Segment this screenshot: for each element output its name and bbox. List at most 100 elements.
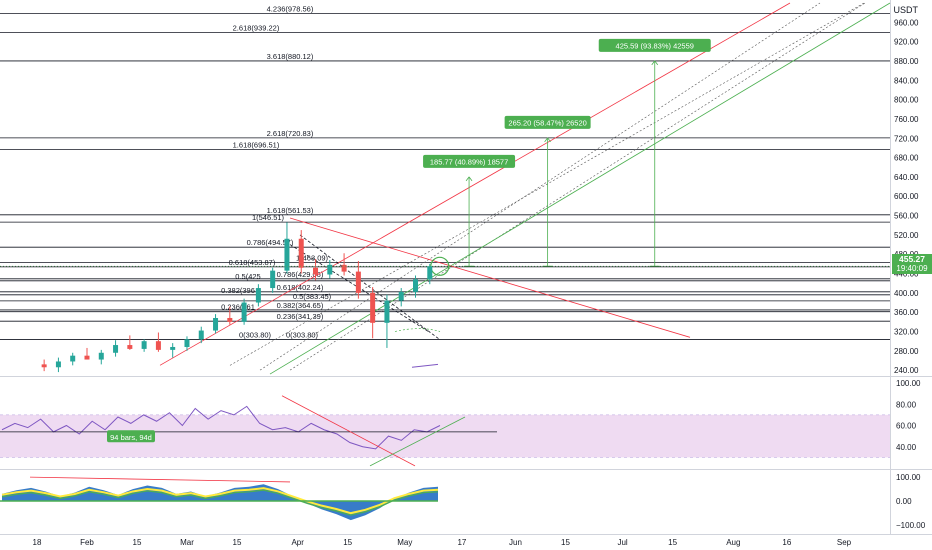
macd-tick-label: 100.00 [896, 473, 921, 482]
fib-level-label: 0(303.80) [239, 330, 272, 339]
candle-body [427, 266, 433, 280]
candle-body [55, 361, 61, 368]
time-tick-label: 15 [561, 538, 570, 547]
rsi-pane[interactable]: 94 bars, 94d [0, 395, 890, 467]
time-axis[interactable]: 18 Feb 15 Mar 15 Apr 15 May 17 Jun 15 Jul 15 Aug 16 Sep [33, 538, 852, 547]
fib-level-label: 0.382(396 [221, 286, 255, 295]
green-channel-line [269, 2, 891, 375]
projection-arrowhead [465, 176, 470, 182]
candle-body [98, 352, 104, 360]
projection-box [598, 38, 711, 52]
channel-dotted-line [259, 2, 821, 371]
fib-level-label: 0.236(361 [221, 303, 255, 312]
channel-dotted-line [289, 2, 866, 371]
macd-pane[interactable] [0, 476, 439, 521]
macd-trend-line [29, 476, 291, 483]
price-tick-label: 840.00 [894, 76, 919, 85]
price-tick-label: 720.00 [894, 134, 919, 143]
fib-level-label: 0.5(425 [235, 272, 260, 281]
rsi-annotation-box [107, 430, 155, 443]
candle-body [198, 330, 204, 340]
time-tick-label: 18 [33, 538, 42, 547]
time-tick-label: Feb [80, 538, 94, 547]
candle-body [213, 317, 219, 331]
price-axis[interactable]: USDT 240.00 280.00 320.00 360.00 400.00 440.0… [894, 5, 926, 530]
fib-level-label: 2.618(720.83) [267, 129, 314, 138]
rsi-tick-label: 60.00 [896, 422, 917, 431]
rsi-annotation-text: 94 bars, 94d [110, 433, 152, 442]
price-tick-label: 320.00 [894, 328, 919, 337]
candle-body [41, 364, 47, 368]
price-tick-label: 440.00 [894, 270, 919, 279]
candle-body [113, 345, 119, 353]
fib-level-label: 2.618(939.22) [233, 23, 280, 32]
price-tick-label: 240.00 [894, 366, 919, 375]
time-tick-label: 17 [457, 538, 466, 547]
candle-body [413, 279, 419, 292]
time-tick-label: Apr [291, 538, 304, 547]
price-tick-label: 680.00 [894, 154, 919, 163]
macd-tick-label: 0.00 [896, 497, 912, 506]
price-tick-label: 400.00 [894, 289, 919, 298]
time-tick-label: 16 [782, 538, 791, 547]
countdown-value: 19:40:09 [896, 264, 928, 273]
candle-body [327, 264, 333, 275]
red-resistance-line [289, 217, 691, 338]
projection-box-text: 425.59 (93.83%) 42559 [616, 41, 694, 50]
projection-arrowhead [654, 60, 659, 66]
price-pane[interactable]: 4.236(978.56) 2.618(939.22) 3.618(880.12) 2… [0, 0, 932, 535]
projection-arrowhead [547, 137, 551, 143]
price-tick-label: 960.00 [894, 18, 919, 27]
projection-arrowhead [651, 60, 656, 66]
price-tick-label: 800.00 [894, 96, 919, 105]
price-tick-label: 520.00 [894, 231, 919, 240]
fib-level-label: 0.5(383.45) [293, 292, 332, 301]
time-tick-label: May [397, 538, 412, 547]
candle-body [398, 291, 404, 301]
projection-box [504, 115, 591, 129]
rsi-line [1, 405, 441, 450]
fib-level-label: 3.618(880.12) [267, 52, 314, 61]
fib-level-label: 1.618(696.51) [233, 141, 280, 150]
projection-box [423, 154, 516, 168]
candle-body [298, 238, 304, 268]
fib-level-label: 1(463.09) [296, 253, 329, 262]
candle-body [70, 355, 76, 362]
candle-body [155, 341, 161, 350]
short-trend-line [411, 363, 439, 368]
candle-body [184, 339, 190, 347]
fib-level-label: 0.236(341.39) [277, 312, 324, 321]
candle-body [270, 270, 276, 289]
current-price-value: 455.27 [899, 254, 925, 264]
fib-level-label: 0.618(402.24) [277, 283, 324, 292]
current-price-badge: 455.27 19:40:09 [892, 254, 932, 274]
fib-level-label: 0.786(494.57) [247, 238, 294, 247]
time-tick-label: Sep [837, 538, 852, 547]
candle-body [127, 345, 133, 349]
fib-level-label: 0.786(429.06) [277, 270, 324, 279]
time-tick-label: Jun [509, 538, 522, 547]
projection-arrowhead [544, 137, 548, 143]
macd-tick-label: −100.00 [896, 521, 926, 530]
time-tick-label: 15 [233, 538, 242, 547]
projection-box-text: 265.20 (58.47%) 26520 [508, 118, 586, 127]
fib-level-label: 0.382(364.65) [277, 301, 324, 310]
currency-label: USDT [894, 5, 919, 15]
candle-body [313, 267, 319, 275]
rsi-tick-label: 100.00 [896, 379, 921, 388]
red-channel-line [159, 2, 791, 366]
candle-body [170, 346, 176, 350]
price-tick-label: 600.00 [894, 192, 919, 201]
price-tick-label: 640.00 [894, 173, 919, 182]
fib-level-label: 1.618(561.53) [267, 206, 314, 215]
candle-body [370, 292, 376, 323]
projection-curve [394, 328, 441, 332]
projection-arrowhead [468, 176, 473, 182]
candle-body [341, 264, 347, 272]
price-tick-label: 880.00 [894, 57, 919, 66]
fib-level-label: 4.236(978.56) [267, 4, 314, 13]
candle-body [255, 288, 261, 303]
macd-line [1, 489, 439, 516]
price-tick-label: 760.00 [894, 115, 919, 124]
